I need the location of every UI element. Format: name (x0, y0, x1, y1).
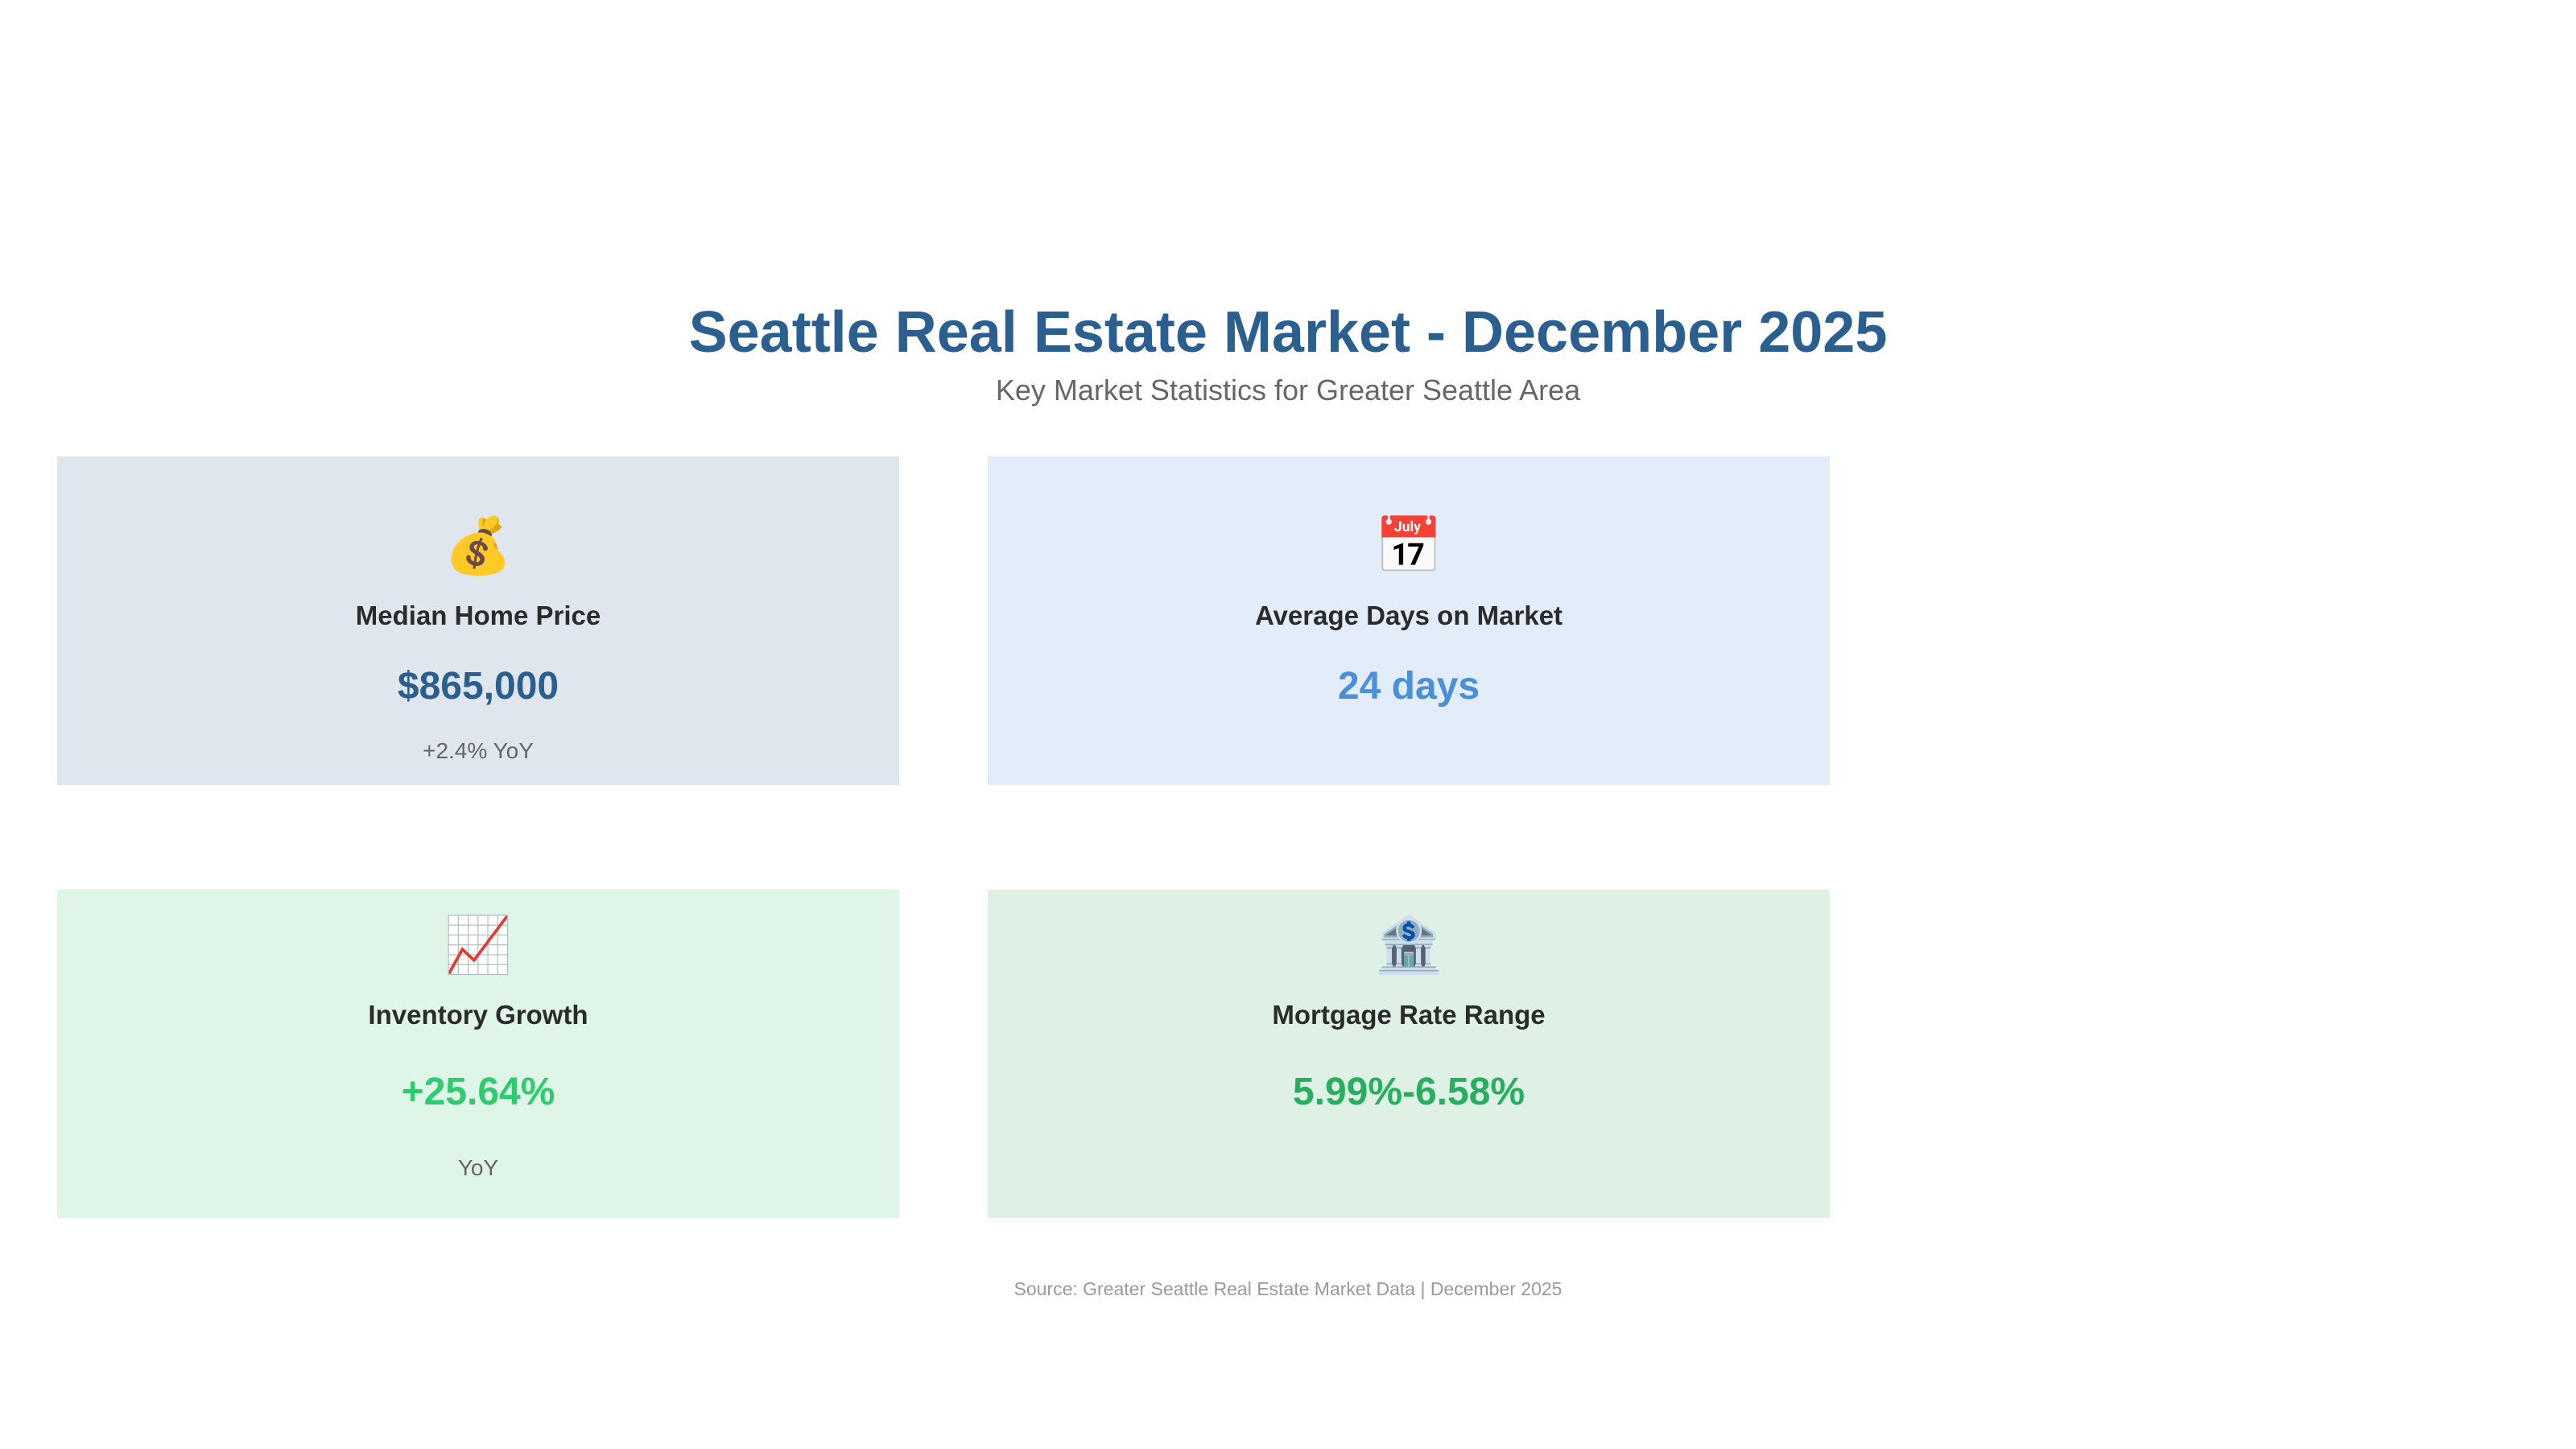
stat-note: +2.4% YoY (423, 738, 534, 763)
stat-value: 24 days (1337, 665, 1480, 708)
stat-value: $865,000 (397, 665, 559, 708)
stat-label: Average Days on Market (1254, 601, 1563, 630)
chart-increasing-icon: 📈 (444, 914, 513, 977)
stat-note: YoY (457, 1155, 499, 1180)
stat-card-inventory-growth: 📈 Inventory Growth +25.64% YoY (57, 890, 899, 1218)
stat-value: 5.99%-6.58% (1292, 1071, 1525, 1113)
page-title: Seattle Real Estate Market - December 20… (688, 300, 1888, 365)
stat-label: Mortgage Rate Range (1272, 1000, 1546, 1030)
source-note: Source: Greater Seattle Real Estate Mark… (1013, 1278, 1563, 1299)
stat-card-mortgage-rate-range: 🏦 Mortgage Rate Range 5.99%-6.58% (988, 890, 1830, 1218)
stat-value: +25.64% (401, 1071, 555, 1113)
stat-card-median-home-price: 💰 Median Home Price $865,000 +2.4% YoY (57, 456, 899, 785)
page-subtitle: Key Market Statistics for Greater Seattl… (995, 374, 1581, 407)
bank-icon: 🏦 (1374, 914, 1443, 977)
money-bag-icon: 💰 (444, 514, 513, 578)
stat-label: Median Home Price (355, 601, 601, 630)
calendar-icon: 📅 (1374, 514, 1443, 578)
stat-card-average-days-on-market: 📅 Average Days on Market 24 days (988, 456, 1830, 785)
stat-label: Inventory Growth (368, 1000, 588, 1030)
